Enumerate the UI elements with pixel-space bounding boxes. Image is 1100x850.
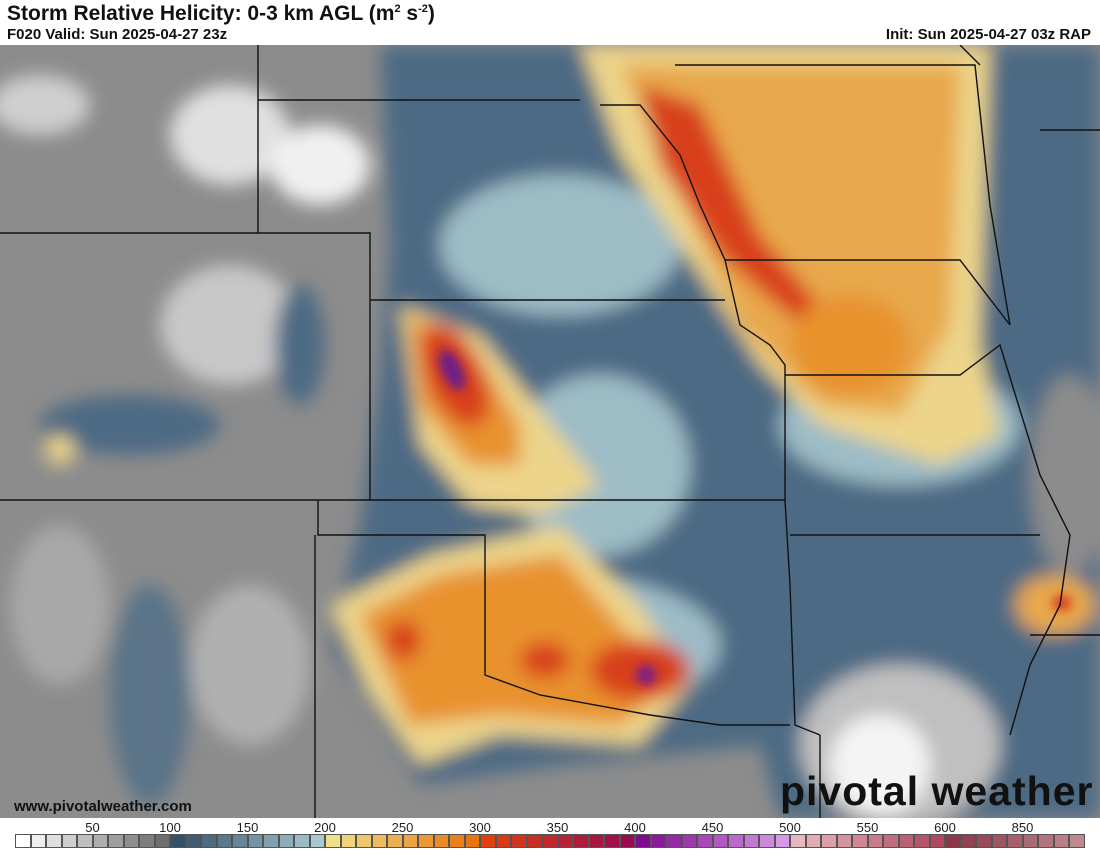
colorbar-cell <box>821 834 837 848</box>
colorbar-cell <box>278 834 294 848</box>
colorbar-label: 500 <box>779 820 801 835</box>
colorbar-label: 250 <box>391 820 414 835</box>
colorbar-cell <box>247 834 263 848</box>
colorbar-cell <box>604 834 620 848</box>
colorbar-label: 100 <box>159 820 181 835</box>
colorbar-cell <box>418 834 434 848</box>
colorbar-cell <box>836 834 852 848</box>
colorbar-cell <box>61 834 77 848</box>
colorbar-cell <box>898 834 914 848</box>
colorbar-cell <box>666 834 682 848</box>
colorbar-cell <box>92 834 108 848</box>
colorbar-cell <box>15 834 31 848</box>
colorbar-label: 850 <box>1011 820 1034 835</box>
colorbar-cell <box>790 834 806 848</box>
colorbar-cell <box>123 834 139 848</box>
helicity-map <box>0 45 1100 818</box>
colorbar-cell <box>340 834 356 848</box>
colorbar-cell <box>77 834 93 848</box>
colorbar-label: 350 <box>546 820 569 835</box>
colorbar-cell <box>867 834 883 848</box>
colorbar-cell <box>30 834 46 848</box>
colorbar-cell <box>929 834 945 848</box>
colorbar-label: 400 <box>624 820 646 835</box>
colorbar-cell <box>588 834 604 848</box>
colorbar-cell <box>46 834 62 848</box>
colorbar-cell <box>108 834 124 848</box>
colorbar-cell <box>712 834 728 848</box>
colorbar-cell <box>170 834 186 848</box>
colorbar-cell <box>883 834 899 848</box>
colorbar-label: 600 <box>934 820 956 835</box>
valid-time: F020 Valid: Sun 2025-04-27 23z <box>7 26 228 43</box>
colorbar-label: 150 <box>236 820 259 835</box>
colorbar-cell <box>1053 834 1069 848</box>
colorbar-cell <box>728 834 744 848</box>
pivotal-weather-logo: pivotal weather <box>780 768 1094 814</box>
watermark-url: www.pivotalweather.com <box>14 798 192 815</box>
colorbar-cell <box>914 834 930 848</box>
colorbar-cell <box>495 834 511 848</box>
colorbar-cell <box>557 834 573 848</box>
colorbar-cell <box>573 834 589 848</box>
colorbar-cell <box>325 834 341 848</box>
colorbar-cell <box>139 834 155 848</box>
colorbar-cell <box>433 834 449 848</box>
colorbar-cell <box>154 834 170 848</box>
colorbar-cell <box>1007 834 1023 848</box>
colorbar-cell <box>759 834 775 848</box>
colorbar-cell <box>697 834 713 848</box>
colorbar: 50 100 150 200 250 300 350 400 450 500 550 600 850 <box>0 818 1100 850</box>
colorbar-cell <box>402 834 418 848</box>
colorbar-cell <box>294 834 310 848</box>
colorbar-cell <box>526 834 542 848</box>
colorbar-cell <box>232 834 248 848</box>
colorbar-label: 50 <box>85 820 100 835</box>
colorbar-cell <box>371 834 387 848</box>
colorbar-label: 200 <box>314 820 336 835</box>
colorbar-cell <box>511 834 527 848</box>
colorbar-cell <box>635 834 651 848</box>
colorbar-cell <box>387 834 403 848</box>
colorbar-cell <box>1022 834 1038 848</box>
colorbar-cell <box>743 834 759 848</box>
colorbar-cell <box>991 834 1007 848</box>
colorbar-cell <box>619 834 635 848</box>
colorbar-cell <box>449 834 465 848</box>
colorbar-cell <box>216 834 232 848</box>
colorbar-cell <box>681 834 697 848</box>
colorbar-cell <box>976 834 992 848</box>
colorbar-label: 300 <box>469 820 491 835</box>
map-title: Storm Relative Helicity: 0-3 km AGL (m2 … <box>7 2 435 25</box>
colorbar-cell <box>263 834 279 848</box>
colorbar-cell <box>945 834 961 848</box>
colorbar-cell <box>650 834 666 848</box>
colorbar-cell <box>309 834 325 848</box>
colorbar-cell <box>185 834 201 848</box>
colorbar-cell <box>542 834 558 848</box>
colorbar-label: 550 <box>856 820 879 835</box>
colorbar-cell <box>464 834 480 848</box>
colorbar-cell <box>201 834 217 848</box>
colorbar-cell <box>356 834 372 848</box>
colorbar-cell <box>480 834 496 848</box>
init-time: Init: Sun 2025-04-27 03z RAP <box>885 26 1091 43</box>
colorbar-cell <box>1069 834 1085 848</box>
colorbar-label: 450 <box>701 820 724 835</box>
colorbar-cell <box>852 834 868 848</box>
colorbar-cell <box>805 834 821 848</box>
helicity-field <box>0 45 1100 818</box>
colorbar-cell <box>774 834 790 848</box>
colorbar-cell <box>1038 834 1054 848</box>
colorbar-cell <box>960 834 976 848</box>
state-borders <box>0 45 1100 818</box>
